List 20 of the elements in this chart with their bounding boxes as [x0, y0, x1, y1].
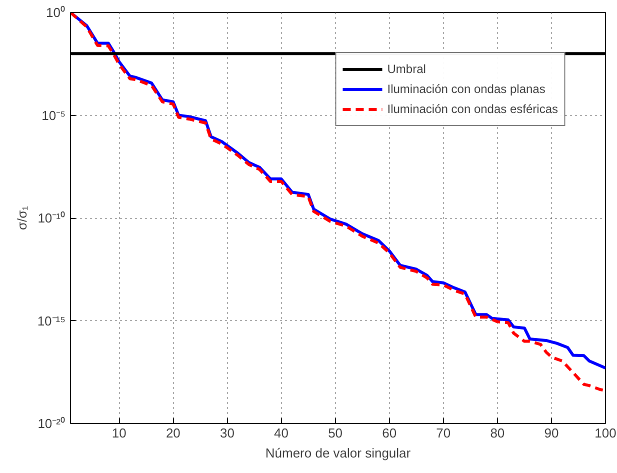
x-tick-label: 60 — [382, 426, 397, 440]
x-tick-label: 50 — [328, 426, 343, 440]
x-tick-label: 10 — [112, 426, 126, 440]
x-tick-label: 30 — [220, 426, 234, 440]
y-tick-label: 10⁻⁵ — [42, 108, 66, 123]
y-tick-label: 10⁻¹⁰ — [38, 210, 66, 226]
x-tick-label: 70 — [436, 426, 451, 440]
y-tick-label: 10⁰ — [46, 5, 66, 20]
y-axis-title: σ/σ₁ — [14, 205, 30, 230]
x-tick-label: 80 — [490, 426, 505, 440]
x-tick-label: 100 — [594, 426, 616, 440]
x-tick-label: 90 — [544, 426, 559, 440]
x-axis-title: Número de valor singular — [265, 446, 412, 460]
legend-label: Iluminación con ondas planas — [387, 82, 546, 96]
legend-label: Umbral — [387, 62, 426, 76]
y-tick-label: 10⁻²⁰ — [38, 416, 66, 431]
legend-label: Iluminación con ondas esféricas — [387, 102, 558, 116]
y-tick-label: 10⁻¹⁵ — [37, 313, 66, 328]
x-tick-label: 40 — [274, 426, 288, 440]
x-tick-label: 20 — [166, 426, 180, 440]
